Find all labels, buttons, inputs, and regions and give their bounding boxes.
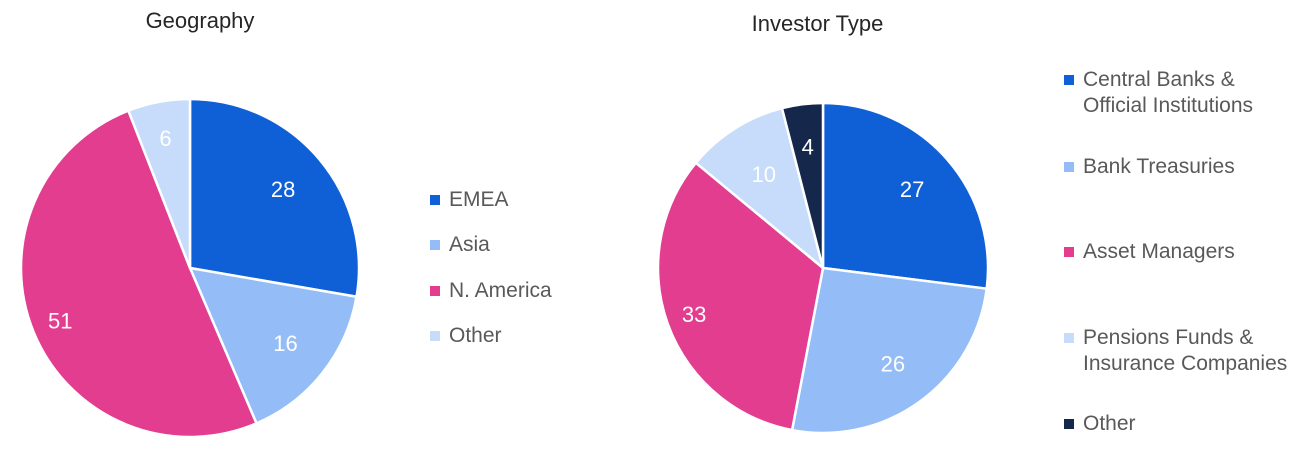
legend-swatch-pensions-funds-insurance-companies (1064, 333, 1074, 343)
legend-label-bank-treasuries: Bank Treasuries (1083, 155, 1235, 178)
investor-type-chart-title: Investor Type (751, 11, 884, 36)
legend-swatch-central-banks-official-institutions (1064, 75, 1074, 85)
geography-chart-title: Geography (145, 8, 255, 33)
legend-swatch-emea (430, 195, 440, 205)
legend-label-other: Other (1083, 412, 1136, 435)
pie-slice-other (127, 97, 192, 270)
legend-label-pensions-funds-insurance-companies-line-2: Insurance Companies (1083, 352, 1288, 375)
data-label-emea: 28 (271, 177, 295, 202)
pie-slice-n-america (19, 109, 258, 439)
legend-swatch-other (430, 331, 440, 341)
legend-swatch-asia (430, 240, 440, 250)
legend-label-central-banks-official-institutions-line-2: Official Institutions (1083, 94, 1254, 117)
legend-swatch-bank-treasuries (1064, 162, 1074, 172)
pie-slice-asia (188, 266, 358, 425)
legend-label-central-banks-official-institutions-line-1: Central Banks & (1083, 68, 1235, 91)
pie-slice-emea (188, 97, 361, 299)
legend-swatch-other (1064, 419, 1074, 429)
data-label-other: 4 (802, 134, 814, 159)
pie-slice-bank-treasuries (790, 266, 988, 435)
legend-label-emea: EMEA (449, 188, 509, 211)
pie-slice-asset-managers (656, 161, 825, 432)
data-label-asia: 16 (273, 331, 297, 356)
data-label-n-america: 51 (48, 309, 72, 334)
data-label-asset-managers: 33 (682, 302, 706, 327)
legend-swatch-asset-managers (1064, 247, 1074, 257)
legend-label-pensions-funds-insurance-companies-line-1: Pensions Funds & (1083, 326, 1254, 349)
data-label-central-banks-official-institutions: 27 (900, 177, 924, 202)
legend-label-n-america: N. America (449, 279, 552, 302)
geography-pie-chart: 28 16 51 6 (19, 97, 361, 439)
legend-label-asia: Asia (449, 233, 490, 256)
legend-label-asset-managers: Asset Managers (1083, 240, 1235, 263)
legend-swatch-n-america (430, 286, 440, 296)
investor-type-pie-chart: 27 26 33 10 4 (656, 101, 990, 435)
data-label-bank-treasuries: 26 (881, 352, 905, 377)
data-label-other: 6 (159, 126, 171, 151)
legend-label-other: Other (449, 324, 502, 347)
data-label-pensions-funds-insurance-companies: 10 (752, 162, 776, 187)
pie-slice-central-banks-official-institutions (821, 101, 990, 290)
pie-slice-other (780, 101, 825, 270)
